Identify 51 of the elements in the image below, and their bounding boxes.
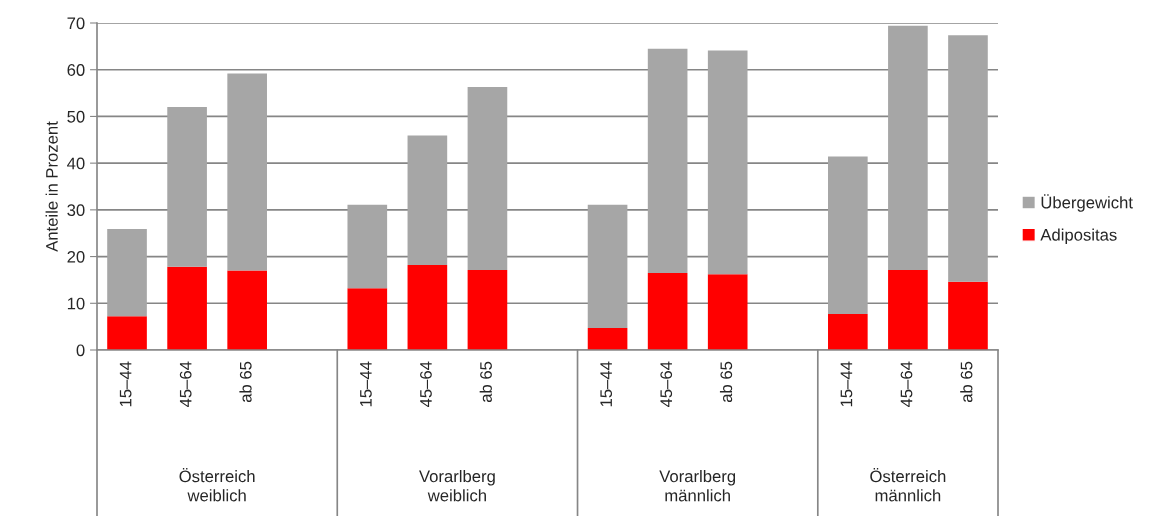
bar [167,107,207,267]
bar [647,48,688,273]
x-tick-label: 45–64 [660,361,673,408]
bar [167,266,207,350]
x-tick-label: ab 65 [960,361,973,403]
bar [467,87,508,271]
bar [227,73,267,271]
bar [467,270,508,350]
x-tick-label: ab 65 [479,361,492,403]
text: Österreich männlich [870,468,946,502]
x-tick-label: ab 65 [719,361,733,403]
bar [587,204,628,329]
bar [948,281,988,350]
x-tick-label: 15–44 [840,361,853,407]
bar [948,35,988,282]
y-tick-label: 30 [67,204,85,217]
x-tick-label: 45–64 [900,361,913,408]
bar [707,50,748,275]
bar [107,229,147,317]
x-tick-label: 15–44 [600,361,613,407]
legend-label: Adipositas [1040,228,1117,245]
y-tick-label: 50 [67,110,85,123]
bar [587,328,628,350]
bar [407,135,448,265]
bar [227,270,267,350]
bar [828,156,868,315]
y-tick-label: 0 [76,344,85,357]
y-axis-title: Anteile in Prozent [45,121,58,252]
x-tick-label: 45–64 [420,361,432,408]
bar [407,264,448,350]
y-tick-label: 10 [67,297,85,310]
bar [647,272,688,350]
text: Österreich weiblich [179,468,255,502]
bar [707,274,748,350]
x-tick-label: 45–64 [179,361,192,408]
text: Vorarlberg männlich [659,469,736,502]
y-tick-label: 70 [67,17,85,30]
x-tick-label: ab 65 [239,361,252,403]
bar [347,204,388,289]
text: Vorarlberg weiblich [419,469,495,502]
y-tick-label: 20 [67,250,85,263]
bar [888,270,928,350]
bar [347,288,388,350]
x-tick-label: 15–44 [119,361,132,407]
bar [828,314,868,350]
bar [888,25,928,271]
legend-label: Übergewicht [1041,194,1133,212]
y-tick-label: 40 [67,157,85,170]
y-tick-label: 60 [67,64,85,76]
bar [107,316,147,350]
x-tick-label: 15–44 [360,361,372,407]
